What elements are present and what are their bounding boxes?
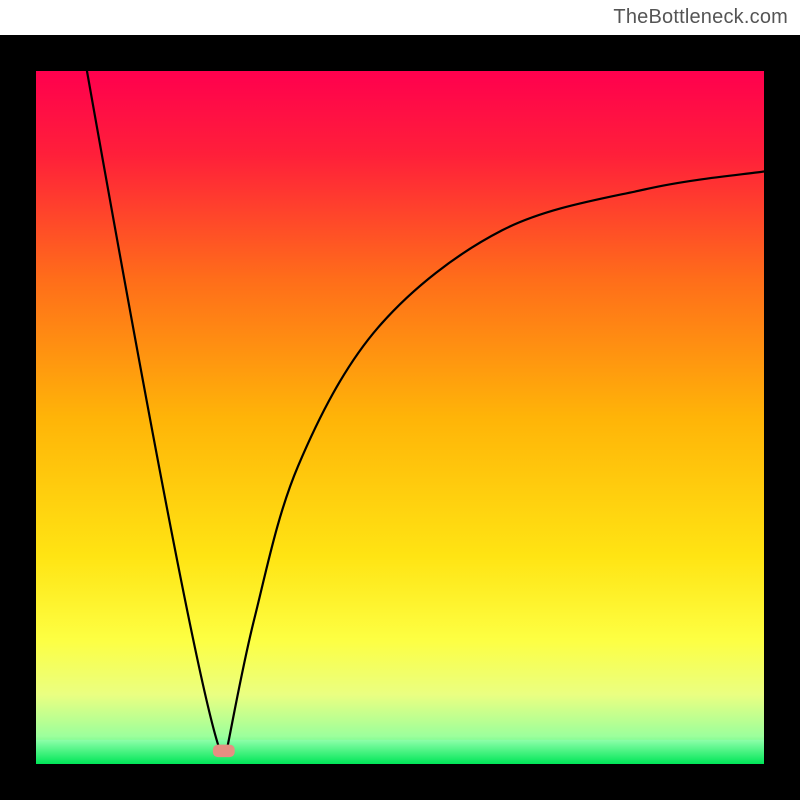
bottleneck-curve-chart: [36, 71, 764, 764]
optimum-marker: [213, 745, 235, 757]
green-band: [36, 740, 764, 764]
plot-area: [36, 71, 764, 764]
watermark-text: TheBottleneck.com: [613, 6, 788, 29]
gradient-background: [36, 71, 764, 764]
